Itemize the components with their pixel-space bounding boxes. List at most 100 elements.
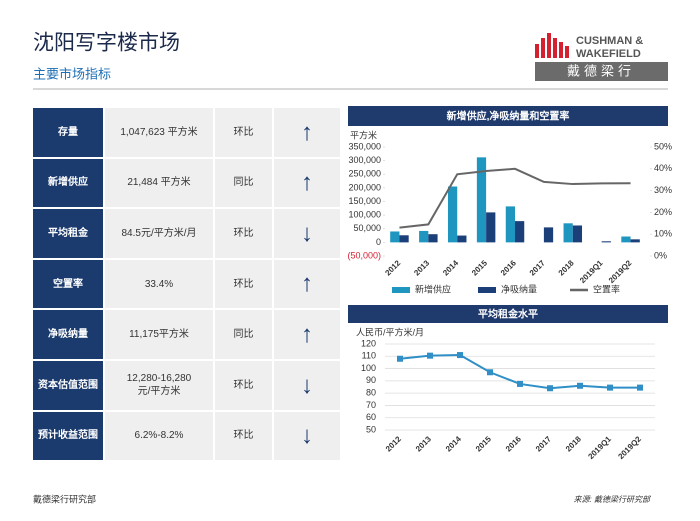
y-axis-label: 人民币/平方米/月 [356,326,424,337]
trend-arrow: ↑ [274,259,340,309]
bar [447,186,458,243]
y-tick-label: 90 [366,375,376,385]
comparison: 同比 [215,310,272,359]
indicator-name: 资本估值范围 [33,360,103,410]
x-tick-label: 2017 [528,258,547,277]
indicator-value: 84.5元/平方米/月 [105,209,213,258]
logo-chinese: 戴德梁行 [567,63,635,78]
x-tick-label: 2013 [412,258,431,277]
subtitle: 主要市场指标 [33,66,111,81]
indicator-name: 平均租金 [33,209,103,258]
y-tick-label: 350,000 [348,141,381,151]
x-tick-label: 2014 [441,258,460,277]
y-tick-label: 0% [654,250,667,260]
y-tick-label: 100,000 [348,210,381,220]
bar [399,235,409,243]
y-tick-label: 80 [366,388,376,398]
logo-text: WAKEFIELD [576,48,641,60]
marker [517,380,523,387]
indicator-value: 33.4% [105,259,213,309]
bar [505,206,515,243]
bar [428,234,438,243]
indicator-value: 12,280-16,280 元/平方米 [105,360,213,410]
y-tick-label: 60 [366,412,376,422]
indicator-table: 存量 1,047,623 平方米 环比 ↑ 新增供应 21,484 平方米 同比 ↑ 平均租金 8… [33,108,340,461]
y-tick-label: 70 [366,400,376,410]
legend-label: 净吸纳量 [501,283,537,294]
x-tick-label: 2019Q2 [607,258,634,285]
bar [543,227,554,243]
chart-title-bar [348,305,668,323]
bar [515,221,525,243]
y-tick-label: 20% [654,207,672,217]
y-tick-label: 110 [362,351,376,361]
indicator-value: 11,175平方米 [105,310,213,359]
y-tick-label: 250,000 [348,169,381,179]
marker [607,384,613,391]
logo-text: CUSHMAN & [576,35,643,47]
marker [487,369,493,376]
logo: CUSHMAN & WAKEFIELD 戴德梁行 [535,33,668,81]
line-series [399,167,631,229]
y-tick-label: 0 [376,237,381,247]
y-tick-label: 10% [654,229,672,239]
indicator-value: 1,047,623 平方米 [105,108,213,157]
x-tick-label: 2013 [414,434,433,453]
bar [486,212,496,243]
x-tick-label: 2019Q1 [586,434,613,461]
y-tick-label: 30% [654,185,672,195]
marker [577,382,583,389]
marker [397,355,403,362]
marker [637,384,643,391]
y-tick-label: 50,000 [353,223,381,233]
comparison: 环比 [215,411,272,461]
comparison: 环比 [215,360,272,410]
indicator-value: 21,484 平方米 [105,158,213,208]
comparison: 同比 [215,158,272,208]
chart-title: 平均租金水平 [478,308,538,321]
x-tick-label: 2019Q2 [616,434,643,461]
legend-swatch [392,287,410,293]
y-tick-label: 200,000 [348,182,381,192]
bar [476,157,487,243]
legend-swatch [478,287,496,293]
marker [457,352,463,359]
chart-title: 新增供应,净吸纳量和空置率 [447,110,570,123]
y-axis-label: 平方米 [350,129,377,140]
comparison: 环比 [215,259,272,309]
y-tick-label: 120 [361,338,376,348]
x-tick-label: 2017 [534,434,553,453]
indicator-name: 预计收益范围 [33,411,103,461]
bar [390,231,400,243]
chart-title-bar [348,106,668,126]
bar [621,236,631,243]
footer-right: 来源: 戴德梁行研究部 [574,495,652,504]
indicator-name: 新增供应 [33,158,103,208]
trend-arrow: ↑ [274,310,340,359]
bar [630,239,640,243]
y-tick-label: 300,000 [348,155,381,165]
x-tick-label: 2015 [470,258,489,277]
trend-arrow: ↓ [274,360,340,410]
y-tick-label: 50% [654,141,672,151]
y-tick-label: 100 [361,363,376,373]
trend-arrow: ↑ [274,158,340,208]
marker [427,352,433,359]
legend-label: 新增供应 [415,283,451,294]
trend-arrow: ↓ [274,209,340,258]
bar [419,230,429,243]
x-tick-label: 2016 [504,434,523,453]
y-tick-label: 50 [366,424,376,434]
bar [572,225,583,243]
x-tick-label: 2019Q1 [578,258,605,285]
y-tick-label: 40% [654,163,672,173]
comparison: 环比 [215,209,272,258]
indicator-name: 空置率 [33,259,103,309]
bar [457,235,467,243]
footer-left: 戴德梁行研究部 [33,493,96,504]
y-tick-label: (50,000) [347,250,381,260]
title: 沈阳写字楼市场 [33,32,180,55]
bar [563,223,573,243]
